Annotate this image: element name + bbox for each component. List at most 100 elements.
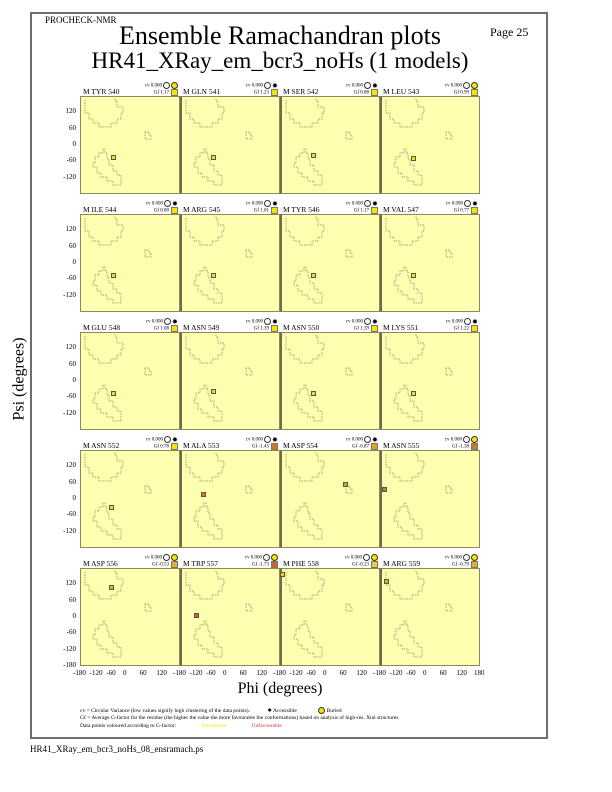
g-factor: Gf -1.45 bbox=[252, 443, 278, 450]
plot-area bbox=[80, 96, 180, 194]
legend-colour-text: Data points coloured according to G-fact… bbox=[80, 723, 177, 729]
x-tick-label: 60 bbox=[439, 669, 447, 677]
legend-line-3: Data points coloured according to G-fact… bbox=[80, 723, 282, 729]
circular-variance: cv 0.000 ✹ bbox=[145, 199, 178, 208]
plot-area bbox=[80, 214, 180, 312]
legend-gf-text: Gf = Average G-factor for the residue (t… bbox=[80, 715, 399, 721]
clock-icon bbox=[163, 82, 170, 89]
x-tick-label: 120 bbox=[156, 669, 167, 677]
clock-icon bbox=[264, 436, 271, 443]
x-tick-label: 0 bbox=[123, 669, 127, 677]
y-axis: 120 60 0 -60 -120 bbox=[44, 332, 78, 430]
legend-unfavourable: Unfavourable bbox=[251, 723, 282, 729]
plot-area bbox=[280, 450, 380, 548]
gfactor-swatch bbox=[471, 89, 478, 96]
residue-name: M ALA 553 bbox=[183, 441, 220, 450]
x-tick-label: 120 bbox=[256, 669, 267, 677]
allowed-region-outline bbox=[84, 452, 152, 540]
gfactor-swatch bbox=[271, 207, 278, 214]
program-label: PROCHECK-NMR bbox=[45, 15, 117, 25]
buried-icon bbox=[471, 554, 478, 561]
x-tick-label: -60 bbox=[306, 669, 316, 677]
accessible-icon: ✹ bbox=[272, 317, 278, 326]
y-tick-label: 60 bbox=[69, 123, 76, 132]
circular-variance: cv 0.000 ✹ bbox=[345, 199, 378, 208]
circular-variance: cv 0.000 bbox=[445, 82, 478, 89]
buried-icon bbox=[171, 82, 178, 89]
residue-name: M LYS 551 bbox=[383, 323, 419, 332]
x-tick-label: 0 bbox=[323, 669, 327, 677]
g-factor: Gf 1.17 bbox=[154, 89, 178, 96]
ramachandran-panel: M ASN 550 cv 0.000 ✹ Gf 1.39 bbox=[280, 318, 380, 430]
gfactor-swatch bbox=[171, 561, 178, 568]
allowed-region-outline bbox=[385, 98, 453, 186]
clock-icon bbox=[264, 82, 271, 89]
g-factor: Gf -1.38 bbox=[452, 443, 478, 450]
y-tick-label: -60 bbox=[66, 156, 76, 165]
plot-area bbox=[80, 332, 180, 430]
allowed-region-outline bbox=[385, 334, 453, 422]
circular-variance: cv 0.000 bbox=[145, 554, 178, 561]
ramachandran-panel: M ASN 549 cv 0.000 ✹ Gf 1.39 bbox=[180, 318, 280, 430]
accessible-icon: ✹ bbox=[372, 317, 378, 326]
x-tick-label: -180 bbox=[273, 669, 286, 677]
allowed-region-outline bbox=[185, 98, 253, 186]
plot-area bbox=[280, 96, 380, 194]
allowed-region-outline bbox=[185, 570, 253, 658]
accessible-icon: ✹ bbox=[172, 317, 178, 326]
data-point bbox=[310, 153, 316, 159]
gfactor-swatch bbox=[371, 207, 378, 214]
g-factor: Gf -0.87 bbox=[352, 443, 378, 450]
y-tick-label: 60 bbox=[69, 477, 76, 486]
clock-icon bbox=[164, 318, 171, 325]
residue-name: M ILE 544 bbox=[83, 205, 117, 214]
y-tick-label: 60 bbox=[69, 241, 76, 250]
legend-cv-text: cv = Circular Variance (low values signi… bbox=[80, 707, 250, 714]
gfactor-swatch bbox=[171, 325, 178, 332]
legend-buried: Buried bbox=[326, 707, 342, 714]
circular-variance: cv 0.000 ✹ bbox=[445, 317, 478, 326]
accessible-icon: ✹ bbox=[272, 81, 278, 90]
page-frame bbox=[30, 12, 548, 739]
y-axis: 120 60 0 -60 -120 -180 bbox=[44, 568, 78, 669]
residue-name: M ASN 549 bbox=[183, 323, 220, 332]
gfactor-swatch bbox=[171, 89, 178, 96]
y-axis: 120 60 0 -60 -120 bbox=[44, 214, 78, 312]
y-tick-label: -120 bbox=[63, 408, 76, 417]
allowed-region-outline bbox=[285, 216, 353, 304]
accessible-icon: ✹ bbox=[472, 317, 478, 326]
x-tick-label: -60 bbox=[406, 669, 416, 677]
g-factor: Gf 1.39 bbox=[254, 325, 278, 332]
clock-icon bbox=[264, 318, 271, 325]
x-tick-label: 60 bbox=[339, 669, 347, 677]
y-tick-label: -120 bbox=[63, 526, 76, 535]
residue-name: M ARG 545 bbox=[183, 205, 221, 214]
g-factor: Gf 0.99 bbox=[454, 89, 478, 96]
data-point bbox=[310, 272, 316, 278]
x-tick-label: 120 bbox=[456, 669, 467, 677]
circular-variance: cv 0.000 bbox=[145, 82, 178, 89]
circular-variance: cv 0.000 ✹ bbox=[345, 81, 378, 90]
data-point bbox=[410, 156, 416, 162]
page-number: Page 25 bbox=[490, 25, 529, 39]
g-factor: Gf -0.53 bbox=[152, 561, 178, 568]
ramachandran-panel: M ASN 552 cv 0.000 ✹ Gf 0.78 bbox=[80, 436, 180, 548]
clock-icon bbox=[463, 554, 470, 561]
residue-name: M GLN 541 bbox=[183, 87, 221, 96]
gfactor-swatch bbox=[471, 561, 478, 568]
gfactor-swatch bbox=[271, 325, 278, 332]
circular-variance: cv 0.000 ✹ bbox=[445, 199, 478, 208]
data-point bbox=[110, 154, 116, 160]
y-tick-label: 60 bbox=[69, 359, 76, 368]
ramachandran-panel: M ASP 556 cv 0.000 Gf -0.53 bbox=[80, 554, 180, 666]
data-point bbox=[210, 389, 216, 395]
y-tick-label: 0 bbox=[72, 140, 77, 148]
buried-icon bbox=[471, 436, 478, 443]
x-tick-label: 0 bbox=[223, 669, 227, 677]
data-point bbox=[410, 272, 416, 278]
y-tick-label: 0 bbox=[72, 258, 77, 266]
circular-variance: cv 0.000 ✹ bbox=[145, 317, 178, 326]
g-factor: Gf -0.23 bbox=[352, 561, 378, 568]
y-tick-label: -60 bbox=[66, 510, 76, 519]
residue-name: M LEU 543 bbox=[383, 87, 420, 96]
